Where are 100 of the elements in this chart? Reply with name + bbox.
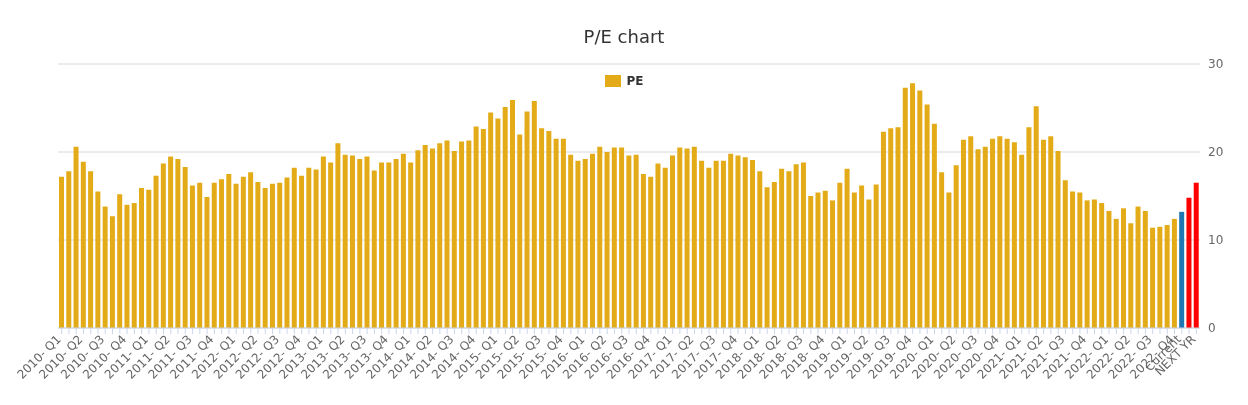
bar	[655, 163, 661, 328]
bar	[524, 111, 530, 328]
bar	[357, 159, 363, 328]
bar	[1179, 211, 1185, 328]
bar	[1011, 142, 1017, 328]
bar	[473, 126, 479, 328]
bar	[1113, 218, 1119, 328]
bar	[88, 171, 94, 328]
bar	[1091, 199, 1097, 328]
bar	[182, 166, 188, 328]
bar	[880, 131, 886, 328]
bar	[488, 112, 494, 328]
bar	[109, 216, 115, 328]
bar	[626, 155, 632, 328]
bar	[953, 165, 959, 328]
bar	[1026, 127, 1032, 328]
bar	[539, 128, 545, 328]
bar	[1099, 203, 1105, 328]
bar	[851, 192, 857, 328]
bar	[1106, 210, 1112, 328]
bar	[866, 199, 872, 328]
bar	[931, 123, 937, 328]
bar	[924, 104, 930, 328]
bar	[1120, 208, 1126, 328]
bar	[146, 189, 152, 328]
bar	[1033, 106, 1039, 328]
bar	[117, 194, 123, 328]
chart-title: P/E chart	[582, 26, 666, 47]
bar	[1171, 218, 1177, 328]
bar	[560, 138, 566, 328]
bar	[139, 188, 145, 328]
bar	[466, 140, 472, 328]
bar	[910, 83, 916, 328]
bar	[728, 153, 734, 328]
bar	[262, 188, 268, 328]
bar	[124, 204, 130, 328]
bar	[1004, 138, 1010, 328]
bar	[168, 156, 174, 328]
bar	[102, 206, 108, 328]
bar	[895, 127, 901, 328]
bar	[444, 140, 450, 328]
y-tick-label: 30	[1208, 57, 1224, 72]
bar	[379, 162, 385, 328]
bar	[255, 181, 261, 328]
bar	[706, 167, 712, 328]
bar	[793, 164, 799, 328]
bar	[284, 177, 290, 328]
bar	[837, 182, 843, 328]
y-tick-label: 0	[1208, 321, 1216, 336]
bar	[211, 182, 217, 328]
bar	[640, 174, 646, 328]
bar	[502, 107, 508, 328]
bar	[670, 155, 676, 328]
bar	[648, 176, 654, 328]
bar	[371, 170, 377, 328]
bar	[946, 192, 952, 328]
bar	[415, 150, 421, 328]
bar	[59, 176, 64, 328]
bar	[1164, 225, 1170, 328]
bar	[219, 179, 225, 328]
bar	[779, 168, 785, 328]
bar	[1077, 192, 1083, 328]
bar	[1019, 154, 1025, 328]
bar	[233, 183, 239, 328]
bar	[364, 156, 370, 328]
bar	[80, 161, 86, 328]
bar	[393, 159, 399, 328]
bar	[320, 156, 326, 328]
bar	[611, 147, 617, 328]
bar	[1040, 139, 1046, 328]
bar	[990, 138, 996, 328]
bar	[197, 182, 203, 328]
bar	[277, 182, 283, 328]
bar	[1150, 227, 1156, 328]
bar	[691, 146, 697, 328]
bar	[349, 155, 355, 328]
bar	[437, 143, 443, 328]
bar	[299, 175, 305, 328]
bar	[1055, 151, 1061, 328]
bar	[735, 155, 741, 328]
bar	[480, 129, 486, 328]
bar	[1084, 200, 1090, 328]
bar	[73, 146, 79, 328]
bar	[306, 167, 312, 328]
bar	[342, 154, 348, 328]
bar	[1186, 197, 1192, 328]
bar	[786, 171, 792, 328]
y-tick-label: 20	[1208, 145, 1224, 160]
bar	[808, 196, 814, 328]
bar	[204, 196, 210, 328]
bar	[189, 185, 195, 328]
bar	[750, 159, 756, 328]
bar	[459, 141, 465, 328]
bar	[771, 181, 777, 328]
bar	[764, 187, 770, 328]
bar	[968, 136, 974, 328]
bar	[451, 151, 457, 328]
bar	[335, 143, 341, 328]
bar	[997, 136, 1003, 328]
bar	[408, 162, 414, 328]
